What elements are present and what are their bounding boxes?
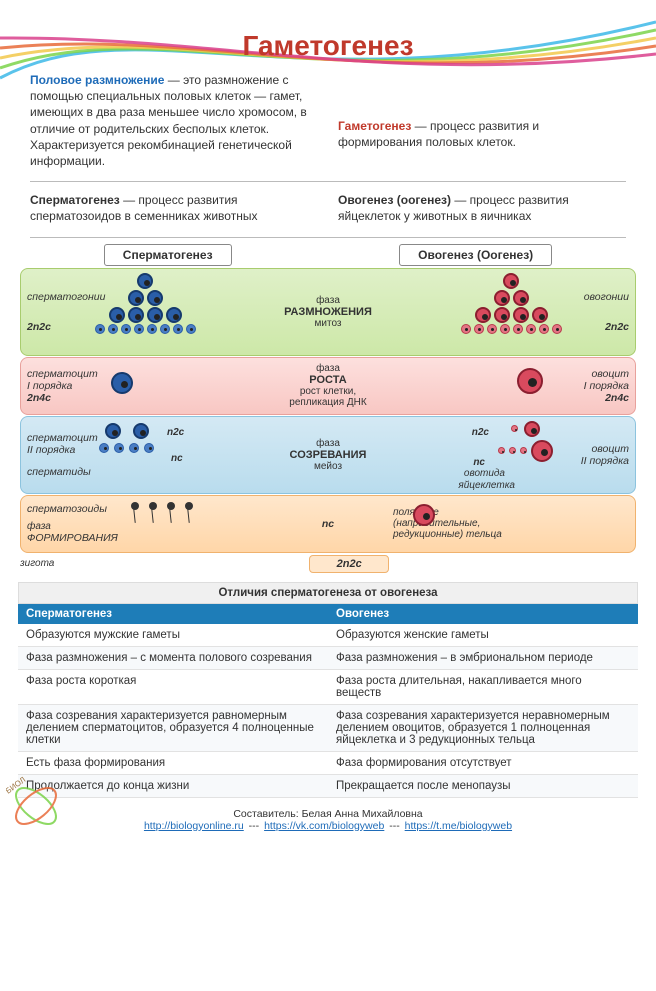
table-cell: Фаза формирования отсутствует (328, 752, 638, 774)
sperm-cells-row (131, 502, 193, 510)
phase-formation: сперматозоиды фаза ФОРМИРОВАНИЯ nc поляр… (20, 495, 636, 553)
ploidy-nc-r: nc (473, 457, 485, 468)
label-spermatocyte1: сперматоцит I порядка (27, 368, 263, 392)
phase-maturation: сперматоцит II порядка сперматиды фаза С… (20, 416, 636, 494)
ploidy-zygote: 2n2c (337, 558, 362, 570)
table-row: Есть фаза формированияФаза формирования … (18, 752, 638, 775)
comparison-table: Отличия сперматогенеза от овогенеза Спер… (18, 582, 638, 798)
table-cell: Фаза роста длительная, накапливается мно… (328, 670, 638, 704)
phase1-sub: митоз (263, 318, 393, 329)
table-title: Отличия сперматогенеза от овогенеза (18, 582, 638, 604)
phase3-lbl-a: фаза (263, 438, 393, 449)
phase-growth: сперматоцит I порядка 2n4c фаза РОСТА ро… (20, 357, 636, 415)
label-spermatogonia: сперматогонии (27, 291, 263, 303)
zygote-row: зигота 2n2c (20, 554, 636, 574)
label-ovogonia: овогонии (393, 291, 629, 303)
table-header: Сперматогенез Овогенез (18, 604, 638, 624)
phase2-name: РОСТА (263, 374, 393, 386)
label-spermatids: сперматиды (27, 466, 263, 478)
th-left: Сперматогенез (18, 604, 328, 624)
label-zygote: зигота (20, 558, 54, 569)
site-logo-icon: БИОЛ (6, 776, 66, 836)
footer-link[interactable]: https://t.me/biologyweb (405, 820, 512, 832)
table-row: Фаза роста короткаяФаза роста длительная… (18, 670, 638, 705)
ploidy-2n2c-r: 2n2c (393, 321, 629, 333)
ploidy-2n4c-r: 2n4c (393, 392, 629, 404)
table-cell: Есть фаза формирования (18, 752, 328, 774)
ploidy-n2c-r: n2c (472, 427, 489, 438)
ploidy-nc-form: nc (322, 518, 334, 530)
divider (30, 237, 626, 238)
label-egg: яйцеклетка (458, 480, 515, 491)
table-cell: Образуются женские гаметы (328, 624, 638, 646)
phase2-sub: рост клетки, репликация ДНК (263, 386, 393, 408)
gametogenesis-diagram: Сперматогенез Овогенез (Оогенез) спермат… (20, 244, 636, 574)
phase2-lbl-a: фаза (263, 363, 393, 374)
oocyte1-cell (517, 368, 543, 397)
footer-author-label: Составитель: (233, 808, 301, 820)
phase4-lbl-a: фаза (27, 521, 51, 532)
table-cell: Фаза размножения – в эмбриональном перио… (328, 647, 638, 669)
term-ovogenesis: Овогенез (оогенез) (338, 193, 451, 207)
egg-cell (413, 504, 435, 529)
label-ovotida: овотида (464, 468, 505, 479)
table-cell: Фаза созревания характеризуется равномер… (18, 705, 328, 751)
th-right: Овогенез (328, 604, 638, 624)
term-spermatogenesis: Сперматогенез (30, 193, 120, 207)
footer-link[interactable]: https://vk.com/biologyweb (264, 820, 384, 832)
diagram-col-head-right: Овогенез (Оогенез) (399, 244, 552, 266)
phase1-name: РАЗМНОЖЕНИЯ (263, 306, 393, 318)
table-row: Фаза размножения – с момента полового со… (18, 647, 638, 670)
ploidy-nc-l: nc (171, 453, 183, 464)
table-cell: Фаза роста короткая (18, 670, 328, 704)
ovo-meiosis-tree (498, 421, 553, 462)
ploidy-2n2c-l: 2n2c (27, 321, 263, 333)
table-cell: Прекращается после менопаузы (328, 775, 638, 797)
diagram-col-head-left: Сперматогенез (104, 244, 232, 266)
sperm-meiosis-tree (99, 423, 154, 453)
spermatocyte1-cell (111, 372, 133, 397)
phase3-sub: мейоз (263, 461, 393, 472)
term-gametogenesis: Гаметогенез (338, 119, 411, 133)
phase1-lbl-a: фаза (263, 295, 393, 306)
table-row: Продолжается до конца жизниПрекращается … (18, 775, 638, 798)
label-oocyte1: овоцит I порядка (393, 368, 629, 392)
footer-link[interactable]: http://biologyonline.ru (144, 820, 244, 832)
phase-multiplication: сперматогонии 2n2c фаза РАЗМНОЖЕНИЯ мито… (20, 268, 636, 356)
ploidy-n2c-l: n2c (167, 427, 184, 438)
phase4-name: ФОРМИРОВАНИЯ (27, 532, 263, 544)
table-cell: Образуются мужские гаметы (18, 624, 328, 646)
table-row: Образуются мужские гаметыОбразуются женс… (18, 624, 638, 647)
table-cell: Фаза созревания характеризуется неравном… (328, 705, 638, 751)
footer: Составитель: Белая Анна Михайловна http:… (0, 802, 656, 842)
definitions-row: Сперматогенез — процесс развития спермат… (0, 188, 656, 230)
phase3-name: СОЗРЕВАНИЯ (263, 449, 393, 461)
ploidy-2n4c-l: 2n4c (27, 392, 263, 404)
divider (30, 181, 626, 182)
table-cell: Фаза размножения – с момента полового со… (18, 647, 328, 669)
table-row: Фаза созревания характеризуется равномер… (18, 705, 638, 752)
footer-author: Белая Анна Михайловна (302, 808, 423, 820)
page-title: Гаметогенез (0, 30, 656, 62)
